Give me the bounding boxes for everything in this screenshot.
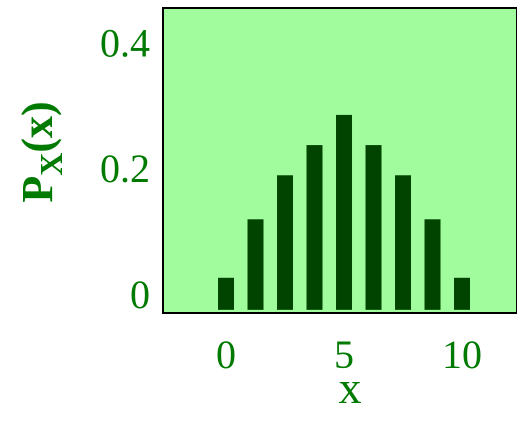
- y-tick-label: 0.4: [100, 20, 150, 65]
- bar: [277, 175, 294, 310]
- bar: [218, 277, 235, 310]
- y-axis-label: PX(x): [13, 101, 69, 202]
- y-label-base: P: [13, 176, 62, 203]
- bar: [306, 145, 323, 310]
- y-label-sub: X: [33, 153, 69, 176]
- x-tick-label: 5: [334, 332, 354, 377]
- bar: [365, 145, 382, 310]
- bar: [336, 114, 353, 310]
- y-label-rest: (x): [13, 101, 62, 152]
- bar: [454, 277, 471, 310]
- bar: [395, 175, 412, 310]
- bar: [424, 219, 441, 310]
- x-tick-label: 0: [216, 332, 236, 377]
- bar: [247, 219, 264, 310]
- y-tick-label: 0.2: [100, 146, 150, 191]
- x-axis-label: x: [339, 362, 362, 413]
- x-tick-label: 10: [442, 332, 482, 377]
- y-tick-label: 0: [130, 272, 150, 317]
